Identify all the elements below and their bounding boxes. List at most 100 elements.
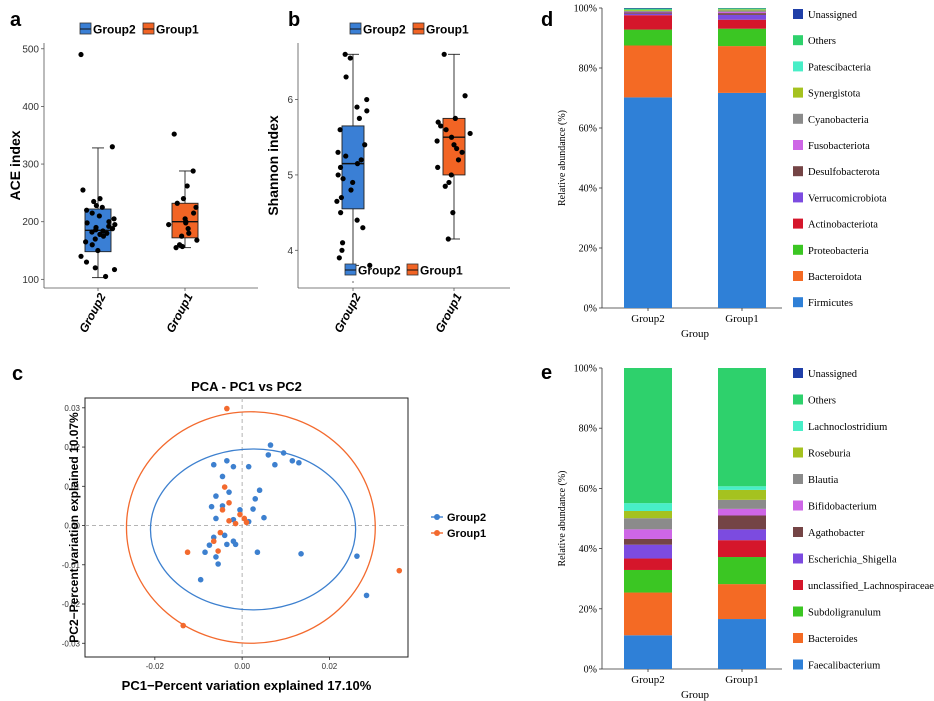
e-legend-label-escherichia-shigella: Escherichia_Shigella bbox=[808, 555, 897, 566]
pca-point-group2 bbox=[252, 496, 259, 502]
d-bar-segment-desulfobacterota bbox=[624, 12, 672, 14]
d-legend-label-firmicutes: Firmicutes bbox=[808, 298, 853, 309]
a-data-point-group2 bbox=[109, 226, 116, 232]
b-data-point-group1 bbox=[435, 119, 441, 125]
d-bar-segment-verrucomicrobiota bbox=[718, 14, 766, 20]
a-data-point-group2 bbox=[109, 144, 115, 150]
pca-point-group1 bbox=[217, 529, 224, 536]
b-data-point-group2 bbox=[364, 96, 370, 103]
d-bar-segment-bacteroidota bbox=[718, 46, 766, 93]
pca-point-group2 bbox=[232, 541, 239, 548]
d-legend-label-patescibacteria: Patescibacteria bbox=[808, 62, 871, 73]
d-legend-key-bacteroidota bbox=[793, 271, 803, 281]
pca-x-tick-label: 0.00 bbox=[234, 662, 250, 671]
chart_data.1-legend-label-group1: Group1 bbox=[420, 264, 463, 278]
a-data-point-group1 bbox=[183, 220, 189, 226]
d-x-tick-label: Group1 bbox=[725, 313, 759, 325]
d-bar-segment-actinobacteriota bbox=[624, 15, 672, 30]
e-bar-segment-subdoligranulum bbox=[718, 557, 766, 585]
e-legend-label-agathobacter: Agathobacter bbox=[808, 528, 865, 539]
pca-point-group2 bbox=[265, 452, 272, 458]
pca-point-group2 bbox=[210, 461, 217, 468]
e-legend-key-escherichia-shigella bbox=[793, 553, 803, 564]
pca-point-group1 bbox=[232, 520, 239, 527]
pca-y-tick-label: 0.02 bbox=[64, 443, 80, 452]
b-data-point-group1 bbox=[441, 51, 447, 57]
b-data-point-group2 bbox=[342, 51, 348, 57]
e-bar-segment-roseburia bbox=[624, 510, 672, 519]
genus-stacked-bar-panel: 0% 20% 40% 60% 80% 100% Relative abundance (%)… bbox=[557, 364, 934, 701]
b-data-point-group1 bbox=[462, 93, 468, 99]
d-legend-label-actinobacteriota: Actinobacteriota bbox=[808, 220, 878, 231]
d-bar-segment-cyanobacteria bbox=[718, 10, 766, 12]
a-data-point-group1 bbox=[186, 230, 192, 236]
pca-point-group2 bbox=[354, 553, 360, 559]
e-legend-key-bacteroides bbox=[793, 633, 803, 643]
pca-point-group1 bbox=[219, 507, 226, 513]
d-bar-segment-bacteroidota bbox=[624, 45, 672, 98]
pca-point-group2 bbox=[289, 457, 296, 464]
a-x-tick-label: Group2 bbox=[76, 291, 109, 336]
a-data-point-group1 bbox=[179, 233, 185, 239]
a-data-point-group2 bbox=[95, 247, 101, 254]
e-y-tick-label: 100% bbox=[574, 364, 597, 375]
a-data-point-group2 bbox=[111, 266, 118, 273]
e-x-axis-title: Group bbox=[681, 689, 710, 701]
pca-y-axis-title: PC2−Percent variation explained 10.07% bbox=[67, 412, 81, 643]
pca-legend-label-group1: Group1 bbox=[447, 528, 486, 540]
a-data-point-group1 bbox=[179, 243, 185, 250]
b-data-point-group2 bbox=[358, 157, 364, 163]
e-legend-key-agathobacter bbox=[793, 527, 803, 537]
b-data-point-group1 bbox=[448, 134, 455, 140]
a-data-point-group1 bbox=[174, 200, 180, 206]
b-y-axis-title: Shannon index bbox=[265, 115, 281, 216]
pca-point-group2 bbox=[213, 493, 219, 499]
pca-point-group1 bbox=[226, 518, 232, 524]
d-bar-segment-unassigned bbox=[624, 8, 672, 9]
a-data-point-group2 bbox=[93, 227, 99, 233]
e-bar-segment-bacteroides bbox=[718, 584, 766, 620]
b-data-point-group1 bbox=[451, 142, 457, 148]
e-legend-label-unassigned: Unassigned bbox=[808, 369, 858, 380]
e-bar-segment-blautia bbox=[718, 499, 766, 509]
e-y-tick-label: 0% bbox=[584, 665, 597, 676]
b-data-point-group2 bbox=[334, 198, 340, 204]
b-data-point-group2 bbox=[364, 108, 370, 114]
e-legend-label-roseburia: Roseburia bbox=[808, 449, 851, 460]
e-legend-label-blautia: Blautia bbox=[808, 475, 839, 486]
d-bar-segment-cyanobacteria bbox=[624, 11, 672, 12]
a-data-point-group2 bbox=[99, 204, 105, 210]
e-bar-segment-blautia bbox=[624, 518, 672, 530]
e-bar-segment-unclassified-lachnospiraceae bbox=[624, 558, 672, 570]
e-legend-label-lachnoclostridium: Lachnoclostridium bbox=[808, 422, 887, 433]
e-bar-segment-lachnoclostridium bbox=[718, 486, 766, 490]
e-legend-key-blautia bbox=[793, 474, 803, 484]
d-y-tick-label: 20% bbox=[579, 244, 597, 255]
d-legend-label-proteobacteria: Proteobacteria bbox=[808, 246, 869, 257]
b-data-point-group2 bbox=[354, 217, 360, 223]
d-bar-segment-firmicutes bbox=[718, 92, 766, 309]
d-bar-segment-firmicutes bbox=[624, 97, 672, 309]
b-data-point-group2 bbox=[338, 210, 344, 216]
b-data-point-group2 bbox=[350, 179, 356, 186]
pca-point-group2 bbox=[245, 463, 252, 470]
e-bar-segment-bifidobacterium bbox=[624, 529, 672, 539]
a-data-point-group1 bbox=[194, 237, 200, 243]
pca-point-group2 bbox=[280, 450, 287, 456]
pca-legend-marker-group2 bbox=[434, 514, 440, 520]
panel-label-d: d bbox=[541, 9, 553, 31]
pca-y-tick-label: -0.01 bbox=[62, 561, 81, 570]
a-data-point-group2 bbox=[89, 229, 95, 235]
b-y-tick-label: 4 bbox=[287, 246, 293, 257]
d-x-tick-label: Group2 bbox=[631, 313, 665, 325]
a-data-point-group2 bbox=[97, 196, 103, 202]
e-legend-key-lachnoclostridium bbox=[793, 421, 803, 431]
chart_data.1-legend-label-group2: Group2 bbox=[363, 23, 406, 37]
b-data-point-group1 bbox=[452, 115, 458, 121]
pca-point-group2 bbox=[206, 542, 213, 548]
pca-plot-frame bbox=[84, 397, 409, 658]
b-data-point-group2 bbox=[339, 247, 345, 253]
b-data-point-group1 bbox=[454, 145, 460, 152]
e-legend-label-bacteroides: Bacteroides bbox=[808, 634, 858, 645]
